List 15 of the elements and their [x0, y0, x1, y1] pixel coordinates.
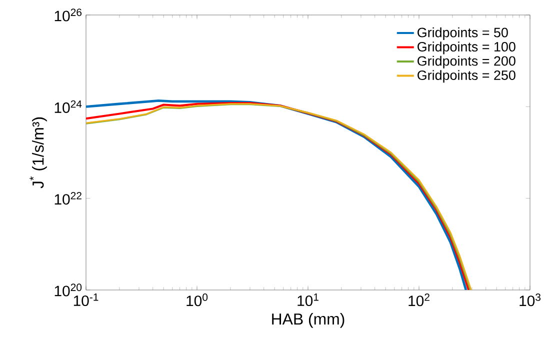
x-tick-label: 10$^{-1}$: [74, 294, 98, 306]
x-tick-label: 10$^{1}$: [298, 294, 318, 306]
legend-label: Gridpoints = 50: [418, 27, 508, 40]
y-axis-title: J$^{*}$ (1/s/m³): [30, 117, 47, 188]
legend-label: Gridpoints = 250: [418, 70, 516, 83]
x-tick-label: 10$^{0}$: [186, 294, 208, 306]
y-tick-label: 10$^{26}$: [54, 8, 82, 22]
x-tick-label: 10$^{3}$: [520, 294, 541, 306]
legend-label: Gridpoints = 100: [418, 42, 516, 54]
y-tick-label: 10$^{22}$: [54, 192, 82, 205]
x-axis-title: HAB (mm): [272, 313, 344, 328]
legend-label: Gridpoints = 200: [418, 56, 516, 68]
x-tick-label: 10$^{2}$: [408, 294, 430, 306]
y-tick-label: 10$^{20}$: [54, 284, 82, 296]
y-tick-label: 10$^{24}$: [54, 100, 82, 113]
